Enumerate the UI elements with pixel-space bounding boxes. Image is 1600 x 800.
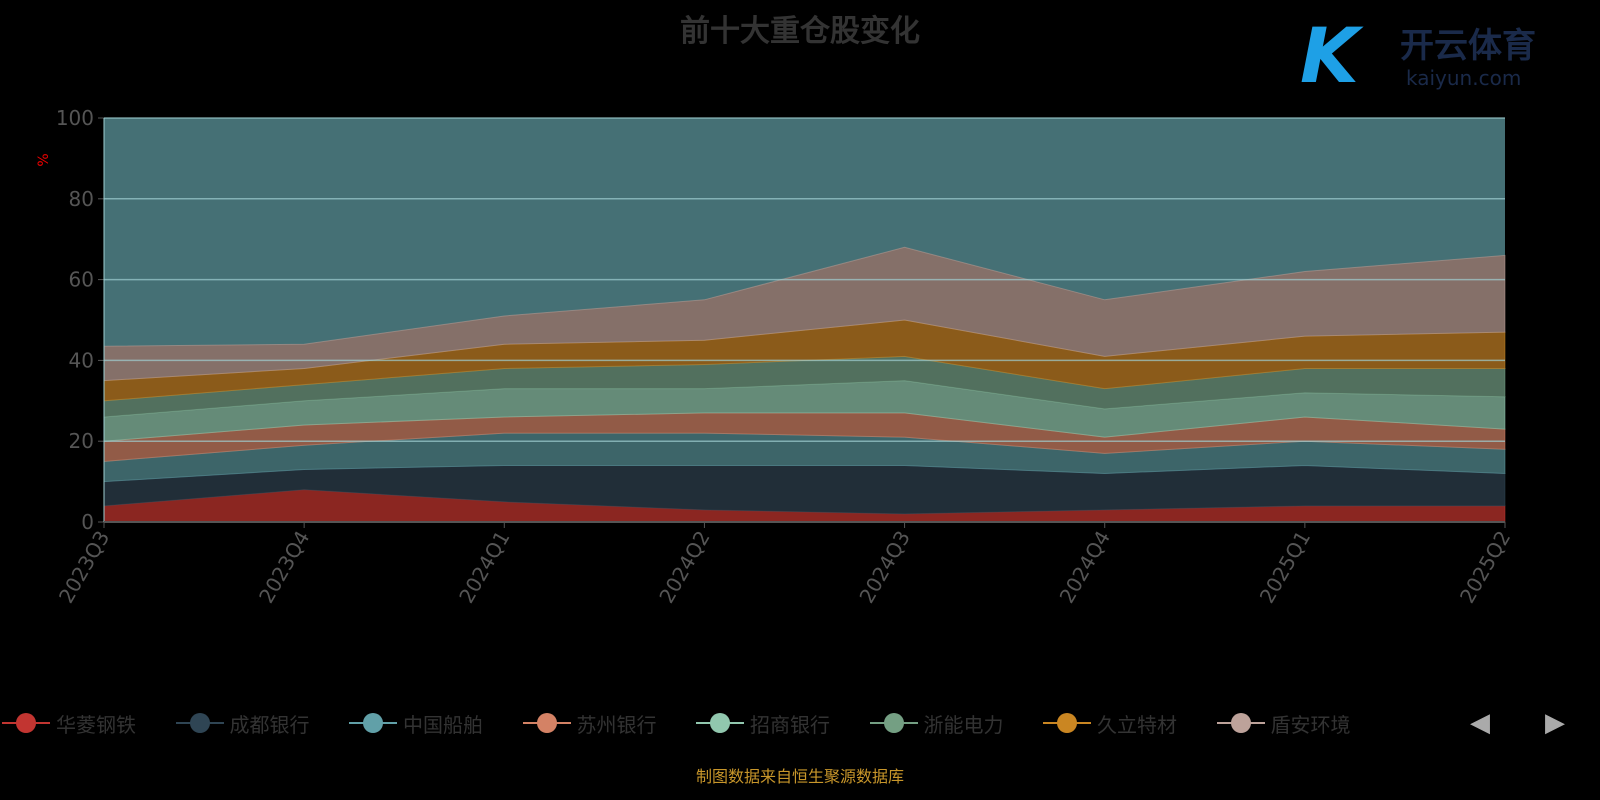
legend-marker-icon	[1216, 708, 1265, 738]
watermark-text: 开云体育	[1400, 26, 1536, 66]
gridlines	[104, 117, 1505, 442]
legend-item[interactable]: 苏州银行	[522, 708, 657, 738]
legend-label: 中国船舶	[403, 712, 483, 737]
chart-title: 前十大重仓股变化	[680, 14, 920, 49]
legend-label: 华菱钢铁	[56, 712, 136, 737]
y-tick-label: 100	[56, 106, 94, 130]
legend-item[interactable]: 久立特材	[1043, 708, 1177, 738]
legend-item[interactable]: 浙能电力	[869, 708, 1004, 738]
legend-label: 久立特材	[1097, 712, 1177, 737]
legend-label: 招商银行	[750, 712, 830, 737]
legend-marker-icon	[349, 708, 397, 738]
x-tick-label: 2024Q2	[654, 527, 714, 608]
legend-item[interactable]: 盾安环境	[1216, 708, 1351, 738]
legend-marker-icon	[1043, 708, 1091, 738]
x-tick-label: 2025Q1	[1255, 527, 1315, 608]
series-areas	[103, 246, 1506, 523]
y-tick-label: 80	[69, 187, 94, 211]
legend-item[interactable]: 华菱钢铁	[2, 708, 136, 738]
legend-marker-icon	[2, 708, 50, 738]
legend-next-page-button[interactable]: ▶	[1545, 708, 1565, 738]
legend-marker-icon	[175, 708, 224, 738]
y-tick-label: 20	[69, 429, 94, 453]
legend-prev-page-button[interactable]: ◀	[1470, 708, 1490, 738]
legend-label: 成都银行	[229, 712, 310, 737]
watermark-logo: K 开云体育 kaiyun.com	[1300, 8, 1590, 103]
legend-item[interactable]: 招商银行	[696, 708, 830, 738]
y-axis-unit: %	[36, 153, 52, 166]
y-tick-label: 0	[81, 510, 94, 534]
legend-marker-icon	[696, 708, 744, 738]
area-series-7	[103, 246, 1506, 382]
x-tick-label: 2025Q2	[1455, 527, 1515, 608]
stacked-area-chart: 0 20 40 60 80 100 2023Q3 2023Q4 2024Q1 2024Q2 2024…	[36, 106, 1515, 608]
watermark-url: kaiyun.com	[1406, 66, 1522, 90]
legend-label: 浙能电力	[923, 712, 1004, 737]
x-tick-label: 2024Q4	[1055, 527, 1115, 608]
x-tick-label: 2023Q4	[254, 527, 314, 608]
legend-item[interactable]: 成都银行	[175, 708, 310, 738]
legend-label: 盾安环境	[1270, 712, 1351, 737]
x-tick-label: 2024Q3	[854, 527, 914, 608]
legend-item[interactable]: 中国船舶	[349, 708, 483, 738]
y-tick-label: 60	[69, 268, 94, 292]
legend-label: 苏州银行	[576, 712, 657, 737]
data-source-note: 制图数据来自恒生聚源数据库	[695, 767, 904, 786]
legend-marker-icon	[869, 708, 918, 738]
x-tick-label: 2023Q3	[54, 527, 114, 608]
y-tick-label: 40	[69, 348, 94, 372]
watermark-mark: K	[1300, 11, 1359, 100]
legend-marker-icon	[522, 708, 571, 738]
x-tick-label: 2024Q1	[454, 527, 514, 608]
